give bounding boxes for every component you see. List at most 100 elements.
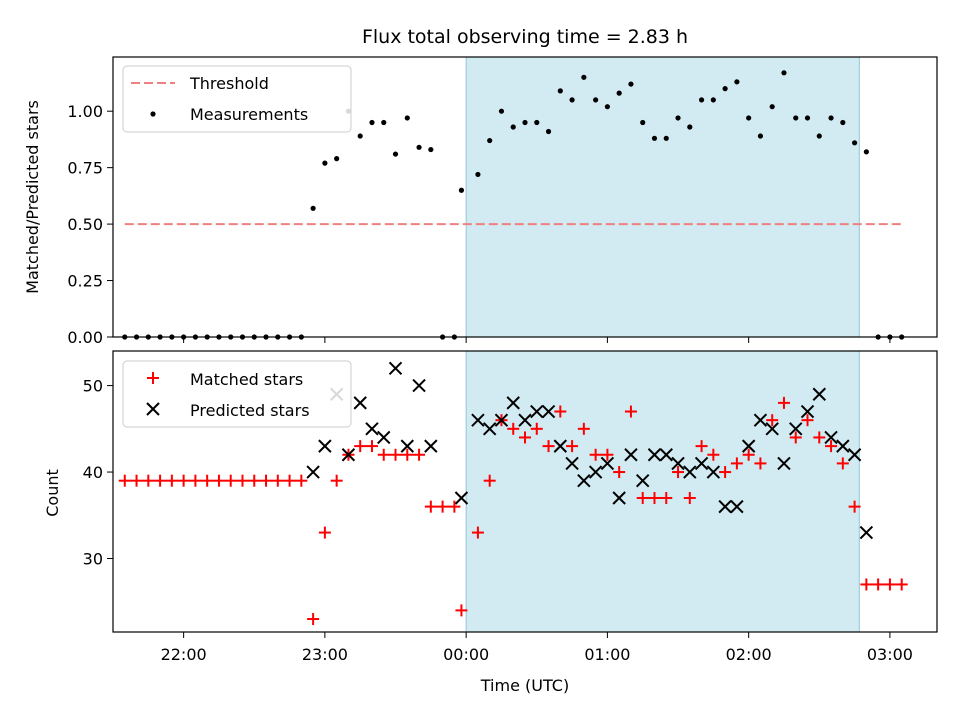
measurement-point [381, 119, 387, 126]
top-y-axis-label: Matched/Predicted stars [23, 100, 42, 294]
measurement-point [534, 119, 540, 126]
matched-stars-point [742, 448, 755, 461]
measurement-point [816, 133, 822, 139]
matched-stars-point [448, 500, 461, 513]
predicted-stars-point [624, 448, 638, 462]
matched-stars-point [872, 578, 885, 591]
matched-stars-point [577, 422, 590, 435]
matched-stars-point [295, 474, 308, 487]
predicted-stars-point [541, 404, 556, 419]
measurement-point [663, 135, 669, 141]
matched-stars-point [719, 466, 732, 479]
measurement-point [545, 128, 552, 135]
matched-stars-point [636, 491, 649, 504]
measurement-point [498, 108, 505, 114]
predicted-stars-point [565, 456, 579, 471]
predicted-stars-point [454, 491, 469, 505]
predicted-stars-point [412, 378, 426, 393]
predicted-stars-point [612, 491, 626, 505]
matched-stars-point [177, 474, 190, 487]
x-axis-label: Time (UTC) [480, 676, 569, 695]
predicted-stars-point [789, 422, 803, 436]
predicted-stars-point [306, 465, 320, 479]
matched-stars-point [754, 457, 767, 470]
legend-matched-label: Matched stars [190, 370, 303, 389]
matched-stars-point [554, 405, 567, 418]
predicted-stars-point [847, 448, 862, 462]
matched-stars-point [848, 500, 861, 513]
predicted-stars-point [741, 439, 756, 453]
predicted-stars-point [718, 499, 732, 514]
measurement-point [734, 79, 740, 85]
matched-stars-point [330, 474, 343, 487]
matched-stars-point [825, 440, 838, 453]
y-tick-label: 40 [83, 463, 103, 482]
matched-stars-point [424, 500, 437, 513]
matched-stars-point [730, 457, 743, 470]
measurement-point [404, 115, 410, 121]
matched-stars-point [413, 448, 426, 461]
measurement-point [616, 90, 622, 96]
measurement-point [593, 97, 599, 103]
matched-stars-point [248, 474, 261, 487]
predicted-stars-point [388, 361, 403, 375]
measurement-point [852, 140, 858, 146]
predicted-stars-point [683, 465, 697, 479]
predicted-stars-point [765, 422, 779, 436]
measurement-point [793, 115, 799, 121]
legend-threshold-label: Threshold [189, 74, 269, 93]
y-tick-label: 0.00 [67, 328, 103, 347]
predicted-stars-point [365, 422, 379, 436]
bottom-legend: Matched stars Predicted stars [122, 360, 352, 428]
predicted-stars-point [424, 439, 438, 453]
predicted-stars-point [588, 465, 603, 479]
matched-stars-point [672, 466, 685, 479]
x-tick-label: 01:00 [584, 645, 630, 664]
matched-stars-point [530, 422, 543, 435]
matched-stars-point [154, 474, 167, 487]
x-tick-label: 22:00 [161, 645, 207, 664]
predicted-stars-point [706, 465, 721, 479]
bottom-y-axis-label: Count [43, 469, 62, 517]
matched-stars-point [455, 604, 468, 617]
predicted-stars-point [553, 439, 568, 453]
x-tick-label: 03:00 [867, 645, 913, 664]
predicted-stars-point [671, 456, 685, 471]
predicted-stars-point [506, 396, 520, 410]
measurement-point [710, 97, 716, 103]
predicted-stars-point [800, 404, 815, 419]
measurement-point [357, 133, 363, 139]
predicted-stars-point [659, 448, 673, 462]
legend-predicted-marker [146, 402, 160, 416]
measurement-point [322, 160, 328, 166]
measurement-point [428, 146, 434, 153]
matched-stars-point [271, 474, 284, 487]
matched-stars-point [377, 448, 390, 461]
measurement-point [458, 187, 465, 193]
matched-stars-point [471, 526, 484, 539]
legend-predicted-label: Predicted stars [190, 401, 310, 420]
matched-stars-point [201, 474, 214, 487]
predicted-stars-point [812, 387, 826, 401]
predicted-stars-point [859, 525, 874, 540]
top-legend-box [122, 65, 352, 133]
bottom-legend-box [122, 360, 352, 428]
measurement-point [746, 115, 752, 121]
predicted-stars-point [600, 456, 615, 471]
matched-stars-point [224, 474, 237, 487]
matched-stars-point [483, 474, 496, 487]
measurement-point [675, 115, 681, 121]
observing-window-shade [466, 351, 860, 632]
measurement-point [757, 133, 764, 139]
y-tick-label: 0.75 [67, 159, 103, 178]
predicted-stars-point [530, 404, 544, 419]
legend-measurements-label: Measurements [190, 105, 308, 124]
y-tick-label: 50 [83, 377, 103, 396]
x-tick-label: 23:00 [302, 645, 348, 664]
matched-stars-point [683, 491, 696, 504]
measurement-point [557, 88, 563, 94]
predicted-stars-point [636, 473, 650, 488]
matched-stars-point [813, 431, 826, 444]
predicted-stars-point [494, 413, 509, 427]
